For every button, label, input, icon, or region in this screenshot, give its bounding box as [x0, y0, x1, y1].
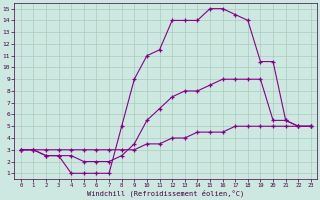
- X-axis label: Windchill (Refroidissement éolien,°C): Windchill (Refroidissement éolien,°C): [87, 190, 244, 197]
